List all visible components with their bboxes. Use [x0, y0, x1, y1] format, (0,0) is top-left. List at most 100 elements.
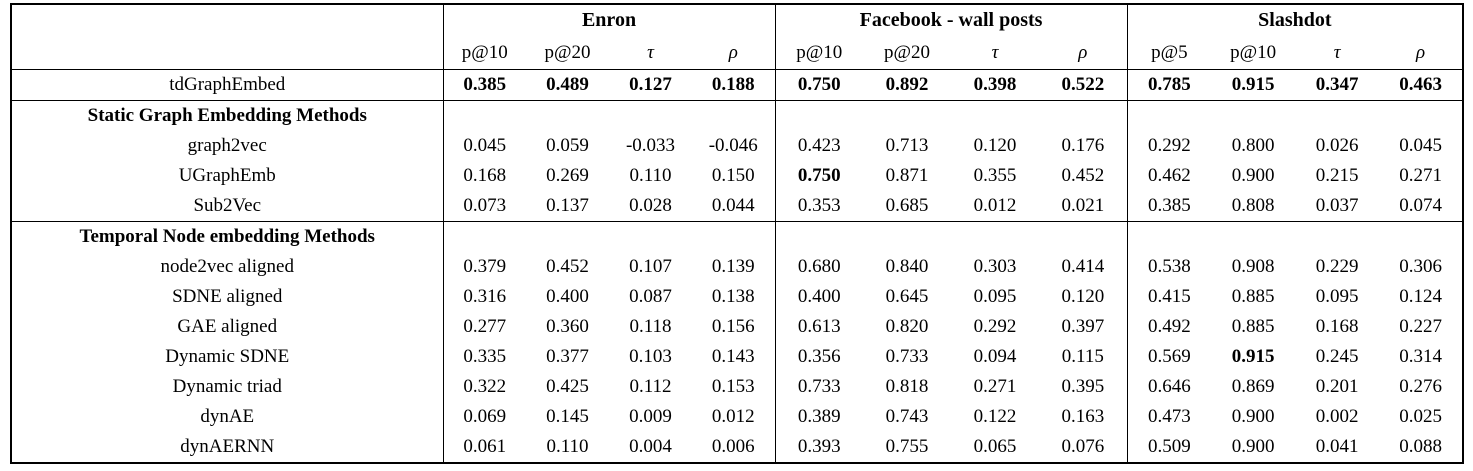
metric-value: 0.425: [546, 376, 589, 397]
metric-value: 0.389: [774, 402, 864, 432]
metric-value: 0.271: [973, 376, 1017, 397]
metric-value: 0.044: [711, 195, 755, 216]
empty-cell: [692, 100, 776, 131]
metric-value: 0.755: [885, 436, 929, 457]
metric-value: 0.414: [1061, 256, 1105, 277]
metric-value: 0.397: [1061, 316, 1105, 337]
metric-value: 0.122: [973, 406, 1017, 427]
metric-value: 0.462: [1126, 161, 1212, 191]
metric-label: p@10: [774, 36, 864, 70]
metric-value: 0.139: [711, 256, 755, 277]
metric-value: 0.400: [546, 286, 589, 307]
method-name: Sub2Vec: [193, 195, 262, 216]
metric-value: 0.076: [1061, 436, 1105, 457]
metric-value: 0.743: [885, 406, 929, 427]
table-row: Dynamic SDNE 0.335 0.377 0.103 0.143 0.356 0.7…: [11, 342, 1463, 372]
table-row: graph2vec 0.045 0.059 -0.033 -0.046 0.423 0.71…: [11, 131, 1463, 161]
metric-header-row: p@10 p@20 τ ρ p@10 p@20 τ ρ p@5 p@10 τ ρ: [11, 36, 1463, 70]
empty-cell: [1295, 100, 1380, 131]
metric-value: 0.215: [1315, 165, 1359, 186]
metric-value: 0.353: [774, 191, 864, 222]
metric-label-tau: τ: [1333, 41, 1341, 63]
metric-value: 0.900: [1231, 406, 1275, 427]
metric-value: 0.452: [1061, 165, 1105, 186]
method-name: node2vec aligned: [160, 256, 294, 277]
method-name: Dynamic triad: [172, 376, 282, 397]
method-name: SDNE aligned: [172, 286, 283, 307]
group-header-facebook: Facebook - wall posts: [774, 4, 1128, 36]
section-row: Temporal Node embedding Methods: [11, 221, 1464, 252]
metric-value: 0.800: [1231, 135, 1275, 156]
section-title: Static Graph Embedding Methods: [11, 100, 443, 131]
metric-label: p@10: [442, 36, 526, 70]
metric-value: 0.112: [629, 376, 672, 397]
metric-value: 0.163: [1061, 406, 1105, 427]
metric-value: 0.423: [774, 131, 864, 161]
empty-cell: [526, 221, 609, 252]
metric-value: 0.377: [546, 346, 589, 367]
metric-value: 0.463: [1379, 69, 1464, 101]
table-row: dynAE 0.069 0.145 0.009 0.012 0.389 0.743 0.122…: [11, 402, 1463, 432]
metric-value: 0.885: [1231, 316, 1275, 337]
empty-cell: [609, 221, 692, 252]
metric-value: 0.892: [863, 69, 952, 101]
metric-value: 0.492: [1126, 312, 1212, 342]
empty-cell: [951, 100, 1040, 131]
group-header-slashdot: Slashdot: [1126, 4, 1464, 36]
metric-value: 0.045: [1399, 135, 1442, 156]
metric-value: 0.489: [526, 69, 609, 101]
metric-value: 0.356: [774, 342, 864, 372]
metric-value: 0.045: [442, 131, 526, 161]
group-header-enron: Enron: [442, 4, 776, 36]
empty-cell: [863, 221, 952, 252]
metric-value: 0.393: [774, 432, 864, 463]
metric-value: 0.127: [609, 69, 692, 101]
empty-cell: [1211, 221, 1296, 252]
metric-value: 0.120: [1061, 286, 1105, 307]
metric-value: 0.061: [442, 432, 526, 463]
empty-cell: [1039, 100, 1128, 131]
metric-value: 0.124: [1399, 286, 1442, 307]
corner-cell: [11, 4, 443, 70]
metric-value: -0.033: [625, 135, 676, 156]
metric-value: 0.088: [1399, 436, 1442, 457]
metric-label: p@20: [544, 41, 591, 63]
metric-value: 0.168: [442, 161, 526, 191]
metric-label: p@20: [884, 41, 931, 63]
empty-cell: [774, 221, 864, 252]
empty-cell: [442, 221, 526, 252]
empty-cell: [609, 100, 692, 131]
metric-value: 0.137: [546, 195, 589, 216]
table-row: node2vec aligned 0.379 0.452 0.107 0.139 0.68…: [11, 252, 1463, 282]
metric-value: 0.808: [1231, 195, 1275, 216]
metric-value: 0.473: [1126, 402, 1212, 432]
empty-cell: [1126, 100, 1212, 131]
empty-cell: [1211, 100, 1296, 131]
metric-value: 0.415: [1126, 282, 1212, 312]
metric-value: 0.201: [1315, 376, 1359, 397]
metric-value: 0.074: [1399, 195, 1442, 216]
metric-value: 0.385: [1126, 191, 1212, 222]
method-name: GAE aligned: [177, 316, 278, 337]
metric-value: 0.713: [885, 135, 929, 156]
metric-value: 0.277: [442, 312, 526, 342]
metric-value: 0.915: [1231, 346, 1275, 367]
metric-value: 0.915: [1211, 69, 1296, 101]
metric-value: 0.156: [711, 316, 755, 337]
metric-value: 0.871: [885, 165, 929, 186]
table-row: Sub2Vec 0.073 0.137 0.028 0.044 0.353 0.685 0.0…: [11, 191, 1463, 222]
metric-value: 0.065: [973, 436, 1017, 457]
metric-value: 0.150: [711, 165, 755, 186]
metric-value: 0.400: [774, 282, 864, 312]
metric-value: 0.004: [629, 436, 672, 457]
empty-cell: [442, 100, 526, 131]
metric-value: 0.176: [1061, 135, 1105, 156]
empty-cell: [1379, 221, 1464, 252]
metric-value: 0.900: [1231, 165, 1275, 186]
table-row: SDNE aligned 0.316 0.400 0.087 0.138 0.400 0.6…: [11, 282, 1463, 312]
metric-value: 0.750: [774, 161, 864, 191]
metric-value: 0.509: [1126, 432, 1212, 463]
method-name: graph2vec: [187, 135, 267, 156]
metric-value: 0.785: [1126, 69, 1212, 101]
